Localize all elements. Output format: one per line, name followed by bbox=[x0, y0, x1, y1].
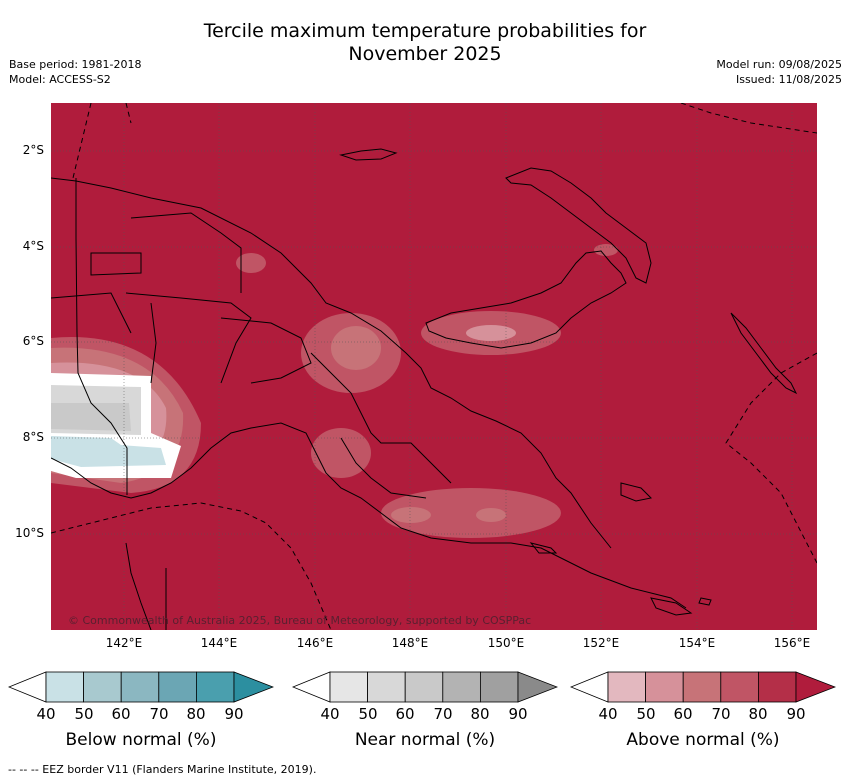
lat-label-8s: 8°S bbox=[22, 430, 44, 444]
legend-tick: 70 bbox=[711, 705, 731, 723]
colorbar-over-triangle bbox=[795, 671, 836, 703]
colorbar-over-triangle bbox=[517, 671, 558, 703]
lon-label-152e: 152°E bbox=[582, 636, 620, 650]
legend-below-colorbar bbox=[8, 671, 274, 703]
legend-near-normal: 40 50 60 70 80 90 bbox=[292, 671, 558, 723]
colorbar-segment bbox=[757, 671, 797, 703]
colorbar-segment bbox=[45, 671, 84, 703]
above-normal-field bbox=[51, 103, 817, 630]
colorbar-under-triangle bbox=[570, 671, 609, 703]
colorbar-segment bbox=[367, 671, 406, 703]
lon-label-146e: 146°E bbox=[296, 636, 334, 650]
legend-tick: 60 bbox=[673, 705, 693, 723]
copyright-notice: © Commonwealth of Australia 2025, Bureau… bbox=[68, 614, 532, 627]
colorbar-over-triangle bbox=[233, 671, 274, 703]
legend-above-normal: 40 50 60 70 80 90 bbox=[570, 671, 836, 723]
base-period: Base period: 1981-2018 bbox=[9, 58, 142, 71]
eez-footnote: -- -- -- EEZ border V11 (Flanders Marine… bbox=[8, 763, 317, 776]
colorbar-segment bbox=[682, 671, 722, 703]
lon-label-144e: 144°E bbox=[200, 636, 238, 650]
legend-above-ticks: 40 50 60 70 80 90 bbox=[570, 703, 836, 723]
colorbar-segment bbox=[720, 671, 759, 703]
legend-below-normal: 40 50 60 70 80 90 bbox=[8, 671, 274, 723]
colorbar-segment bbox=[479, 671, 519, 703]
model-name: Model: ACCESS-S2 bbox=[9, 73, 111, 86]
lat-label-2s: 2°S bbox=[22, 143, 44, 157]
probability-patches bbox=[51, 244, 618, 538]
legend-tick: 90 bbox=[224, 705, 244, 723]
colorbar-segment bbox=[120, 671, 160, 703]
lon-label-142e: 142°E bbox=[105, 636, 143, 650]
colorbar-segment bbox=[442, 671, 481, 703]
legend-tick: 40 bbox=[598, 705, 618, 723]
legend-tick: 90 bbox=[508, 705, 528, 723]
legend-near-ticks: 40 50 60 70 80 90 bbox=[292, 703, 558, 723]
legend-tick: 70 bbox=[149, 705, 169, 723]
legend-below-caption: Below normal (%) bbox=[65, 730, 217, 750]
legend-tick: 60 bbox=[395, 705, 415, 723]
map-canvas bbox=[51, 103, 817, 630]
lon-label-150e: 150°E bbox=[487, 636, 525, 650]
legend-tick: 40 bbox=[36, 705, 56, 723]
colorbar-segment bbox=[83, 671, 122, 703]
lon-label-156e: 156°E bbox=[773, 636, 811, 650]
lon-label-148e: 148°E bbox=[391, 636, 429, 650]
colorbar-under-triangle bbox=[8, 671, 47, 703]
colorbar-segment bbox=[645, 671, 684, 703]
map-title: Tercile maximum temperature probabilitie… bbox=[0, 20, 850, 66]
colorbar-segment bbox=[404, 671, 444, 703]
legend-below-ticks: 40 50 60 70 80 90 bbox=[8, 703, 274, 723]
legend-tick: 50 bbox=[74, 705, 94, 723]
meta-left: Base period: 1981-2018 Model: ACCESS-S2 bbox=[9, 57, 141, 87]
lat-label-4s: 4°S bbox=[22, 239, 44, 253]
colorbar-segment bbox=[607, 671, 646, 703]
lat-label-6s: 6°S bbox=[22, 334, 44, 348]
meta-right: Model run: 09/08/2025 Issued: 11/08/2025 bbox=[716, 57, 842, 87]
lon-label-154e: 154°E bbox=[678, 636, 716, 650]
legend-tick: 90 bbox=[786, 705, 806, 723]
lat-label-10s: 10°S bbox=[15, 526, 44, 540]
legend-near-colorbar bbox=[292, 671, 558, 703]
issued-date: Issued: 11/08/2025 bbox=[735, 73, 842, 86]
colorbar-segment bbox=[195, 671, 235, 703]
colorbar-segment bbox=[158, 671, 197, 703]
legend-tick: 80 bbox=[470, 705, 490, 723]
colorbar-segment bbox=[329, 671, 368, 703]
coastlines bbox=[51, 148, 798, 630]
legend-tick: 50 bbox=[636, 705, 656, 723]
legend-tick: 80 bbox=[186, 705, 206, 723]
legend-tick: 60 bbox=[111, 705, 131, 723]
legend-tick: 40 bbox=[320, 705, 340, 723]
eez-borders bbox=[51, 103, 817, 630]
legend-tick: 50 bbox=[358, 705, 378, 723]
colorbar-under-triangle bbox=[292, 671, 331, 703]
legend-near-caption: Near normal (%) bbox=[354, 730, 496, 750]
title-line-1: Tercile maximum temperature probabilitie… bbox=[203, 20, 647, 42]
legend-tick: 80 bbox=[748, 705, 768, 723]
title-line-2: November 2025 bbox=[348, 43, 502, 65]
model-run: Model run: 09/08/2025 bbox=[716, 58, 842, 71]
legend-above-caption: Above normal (%) bbox=[626, 730, 780, 750]
legend-tick: 70 bbox=[433, 705, 453, 723]
legend-above-colorbar bbox=[570, 671, 836, 703]
map-panel bbox=[51, 103, 817, 630]
